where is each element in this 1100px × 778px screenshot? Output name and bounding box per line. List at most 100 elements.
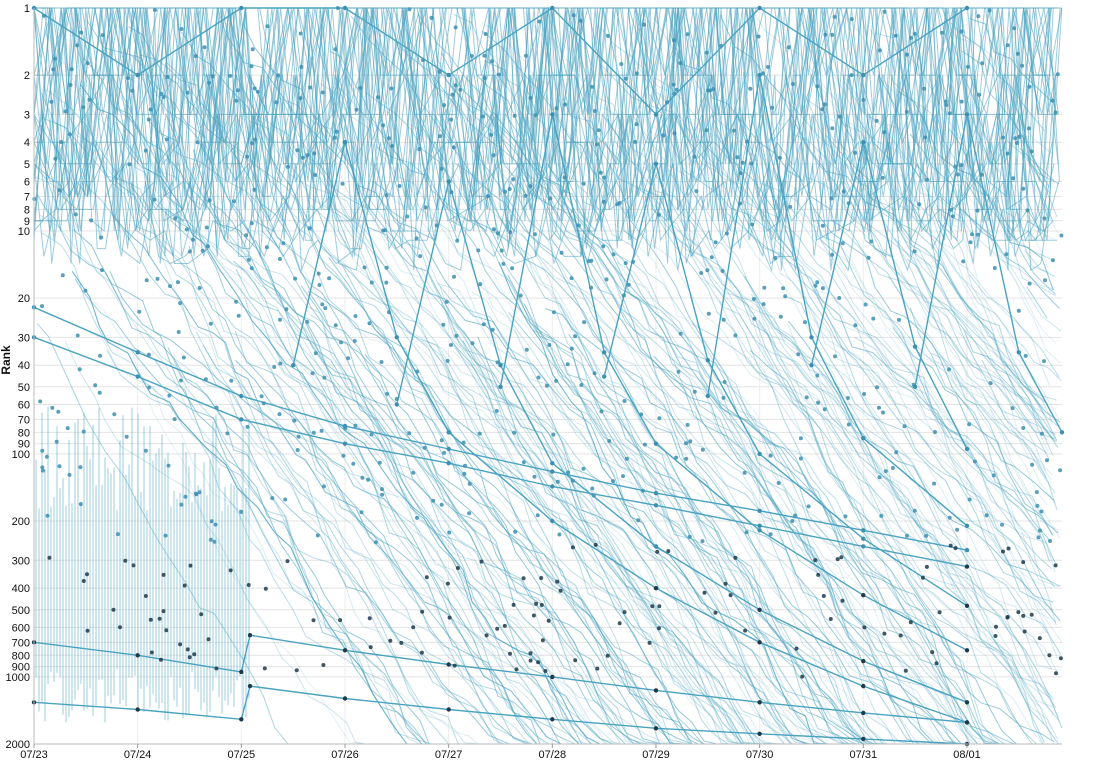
series-line	[659, 93, 1063, 642]
data-point	[255, 89, 260, 94]
data-point	[377, 460, 382, 465]
data-point	[633, 139, 638, 144]
data-point	[381, 228, 386, 233]
data-point	[994, 624, 998, 629]
data-point	[877, 48, 882, 53]
data-point	[563, 102, 568, 107]
data-point	[214, 405, 219, 410]
data-point	[135, 72, 140, 78]
data-point	[362, 265, 367, 270]
y-tick-label: 700	[12, 637, 30, 649]
y-tick-label: 1000	[6, 672, 30, 684]
series-line	[34, 7, 1061, 257]
data-point	[562, 175, 567, 180]
data-point	[373, 540, 378, 545]
series-line	[750, 293, 1045, 725]
data-point	[685, 32, 690, 37]
data-point	[881, 410, 885, 415]
data-point	[431, 498, 436, 503]
data-point	[1050, 258, 1055, 263]
data-point	[898, 633, 903, 638]
data-point	[569, 346, 574, 351]
data-point	[411, 470, 416, 475]
series-line	[837, 226, 1057, 436]
data-point	[334, 129, 339, 134]
data-point	[53, 56, 57, 61]
data-point	[333, 47, 338, 52]
data-point	[893, 33, 898, 38]
series-line	[894, 237, 1058, 441]
x-tick-label: 07/31	[850, 749, 878, 761]
data-point	[905, 52, 909, 57]
y-tick-label: 6	[24, 176, 30, 188]
data-point	[446, 707, 451, 712]
data-point	[212, 539, 217, 544]
data-point	[131, 563, 136, 568]
series-line	[921, 186, 1053, 416]
data-point	[1048, 539, 1052, 543]
x-tick-label: 07/23	[20, 749, 48, 761]
data-point	[721, 395, 726, 400]
y-tick-label: 10	[18, 226, 30, 238]
data-point	[1021, 186, 1026, 191]
data-point	[949, 207, 954, 212]
data-point	[207, 198, 212, 203]
data-point	[178, 301, 183, 306]
data-point	[202, 45, 207, 50]
data-point	[909, 35, 914, 40]
data-point	[93, 383, 98, 388]
data-point	[452, 663, 457, 668]
data-point	[206, 244, 210, 249]
data-point	[1029, 149, 1034, 154]
data-point	[835, 557, 840, 562]
data-point	[796, 352, 801, 357]
data-point	[551, 432, 556, 437]
data-point	[596, 128, 601, 133]
data-point	[476, 248, 481, 253]
data-point	[905, 533, 909, 538]
data-point	[820, 286, 825, 291]
data-point	[367, 616, 372, 621]
data-point	[199, 612, 204, 617]
data-point	[369, 280, 374, 285]
data-point	[1030, 462, 1035, 467]
data-point	[894, 450, 899, 455]
data-point	[647, 640, 652, 645]
data-point	[912, 249, 917, 254]
data-point	[157, 616, 162, 621]
data-point	[623, 76, 628, 81]
data-point	[592, 109, 597, 113]
data-point	[1027, 84, 1032, 89]
data-point	[798, 456, 803, 461]
data-point	[678, 331, 683, 336]
data-point	[351, 461, 356, 466]
data-point	[147, 385, 151, 390]
data-point	[1015, 141, 1019, 145]
data-point	[247, 683, 253, 689]
data-point	[73, 212, 78, 217]
data-point	[964, 446, 970, 452]
data-point	[127, 162, 132, 167]
data-point	[595, 666, 600, 671]
y-tick-label: 500	[12, 605, 30, 617]
data-point	[579, 383, 584, 387]
data-point	[455, 238, 460, 243]
data-point	[621, 474, 625, 479]
data-point	[458, 87, 463, 92]
data-point	[293, 276, 298, 281]
data-point	[728, 593, 733, 598]
data-point	[449, 343, 453, 347]
data-point	[1027, 126, 1031, 131]
data-point	[1047, 653, 1052, 658]
data-point	[1035, 503, 1040, 508]
series-line-8	[33, 306, 968, 551]
data-point	[60, 273, 65, 278]
data-point	[932, 481, 937, 486]
data-point	[589, 258, 594, 263]
data-point	[197, 286, 202, 290]
data-point	[846, 422, 851, 427]
x-tick-label: 07/29	[642, 749, 670, 761]
data-point	[38, 399, 43, 404]
data-point	[252, 187, 257, 192]
